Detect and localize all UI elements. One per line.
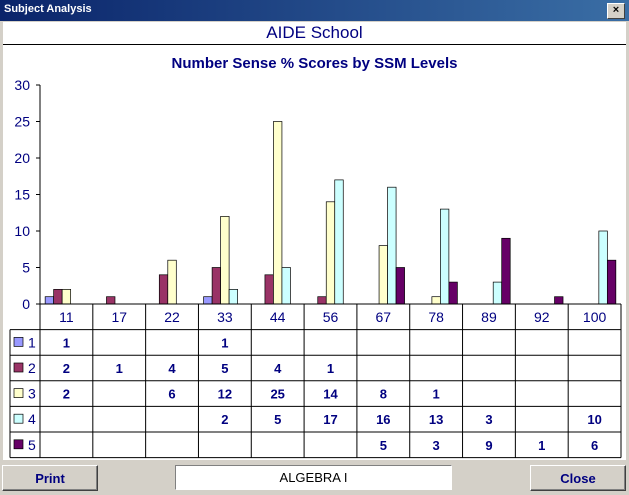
data-label-3-11: 2 — [63, 387, 70, 402]
category-label: 78 — [428, 309, 444, 325]
bar-5-78 — [448, 281, 458, 305]
data-label-5-78: 3 — [433, 438, 440, 453]
bar-4-33 — [228, 289, 238, 305]
chart-title: Number Sense % Scores by SSM Levels — [171, 55, 458, 72]
legend-swatch-4 — [13, 413, 24, 424]
bar-5-92 — [554, 296, 564, 305]
data-label-4-33: 2 — [221, 412, 228, 427]
y-tick-label: 25 — [14, 114, 30, 130]
category-label: 33 — [217, 309, 233, 325]
chart-panel: AIDE School Number Sense % Scores by SSM… — [3, 22, 626, 460]
y-tick-label: 5 — [22, 260, 30, 276]
data-label-2-11: 2 — [63, 361, 70, 376]
category-label: 89 — [481, 309, 497, 325]
legend-label-2: 2 — [28, 360, 36, 376]
bar-4-67 — [387, 186, 397, 305]
data-label-4-67: 16 — [376, 412, 390, 427]
data-label-5-92: 1 — [538, 438, 545, 453]
course-field: ALGEBRA I — [175, 465, 452, 490]
bar-3-67 — [378, 245, 388, 305]
data-label-1-33: 1 — [221, 335, 228, 350]
y-tick-label: 10 — [14, 223, 30, 239]
category-label: 56 — [323, 309, 339, 325]
window-close-button[interactable]: × — [607, 3, 625, 19]
legend-label-3: 3 — [28, 386, 36, 402]
bar-1-33 — [203, 296, 213, 305]
y-tick-label: 0 — [22, 296, 30, 312]
data-label-3-56: 14 — [323, 387, 338, 402]
data-label-3-67: 8 — [380, 387, 387, 402]
legend-swatch-3 — [13, 388, 24, 398]
bar-2-17 — [106, 296, 116, 305]
bar-3-22 — [167, 259, 177, 305]
data-label-3-78: 1 — [433, 387, 440, 402]
data-label-3-44: 25 — [270, 387, 284, 402]
category-label: 100 — [583, 309, 607, 325]
category-label: 67 — [376, 309, 392, 325]
data-label-3-22: 6 — [168, 387, 175, 402]
legend-label-5: 5 — [28, 437, 36, 453]
y-tick-label: 15 — [14, 187, 30, 203]
category-label: 22 — [164, 309, 180, 325]
data-label-3-33: 12 — [218, 387, 232, 402]
data-label-5-67: 5 — [380, 438, 387, 453]
title-bar: Subject Analysis × — [0, 0, 629, 21]
bottom-toolbar: Print ALGEBRA I Close — [0, 462, 629, 495]
bar-3-11 — [61, 289, 72, 305]
data-label-2-22: 4 — [168, 361, 176, 376]
bar-3-56 — [325, 201, 336, 305]
bar-2-56 — [317, 296, 327, 305]
data-label-2-33: 5 — [221, 361, 228, 376]
bar-4-89 — [492, 281, 503, 305]
data-label-5-100: 6 — [591, 438, 598, 453]
data-label-4-78: 13 — [429, 412, 443, 427]
bar-3-33 — [220, 216, 230, 305]
y-tick-label: 30 — [14, 77, 30, 93]
y-tick-label: 20 — [14, 150, 30, 166]
data-label-2-44: 4 — [274, 361, 282, 376]
bar-5-67 — [395, 267, 405, 305]
data-label-4-100: 10 — [587, 412, 601, 427]
category-label: 11 — [59, 309, 74, 325]
window-title: Subject Analysis — [4, 3, 92, 15]
legend-label-1: 1 — [28, 334, 36, 350]
bar-2-33 — [211, 267, 221, 305]
print-button[interactable]: Print — [2, 465, 98, 491]
data-label-4-89: 3 — [485, 412, 492, 427]
data-label-2-17: 1 — [116, 361, 123, 376]
data-label-5-89: 9 — [485, 438, 492, 453]
bar-3-78 — [431, 296, 441, 305]
bar-1-11 — [44, 296, 55, 305]
data-label-4-44: 5 — [274, 412, 281, 427]
data-label-4-56: 17 — [323, 412, 337, 427]
bar-3-44 — [273, 121, 283, 305]
bar-5-100 — [606, 259, 617, 305]
school-name: AIDE School — [266, 23, 363, 42]
legend-label-4: 4 — [28, 411, 36, 427]
bar-2-44 — [264, 274, 274, 305]
category-label: 17 — [111, 309, 127, 325]
category-label: 92 — [534, 309, 550, 325]
legend-swatch-2 — [13, 362, 24, 373]
legend-swatch-1 — [13, 337, 24, 347]
bar-2-22 — [158, 274, 169, 305]
legend-swatch-5 — [13, 439, 24, 450]
bar-2-11 — [53, 289, 63, 305]
data-label-2-56: 1 — [327, 361, 334, 376]
data-label-1-11: 1 — [63, 335, 70, 350]
close-button[interactable]: Close — [530, 465, 626, 491]
header-divider — [3, 44, 626, 45]
bar-5-89 — [501, 237, 511, 305]
bar-4-100 — [598, 230, 608, 305]
category-label: 44 — [270, 309, 286, 325]
bar-4-44 — [281, 267, 291, 305]
bar-4-78 — [440, 208, 450, 305]
bar-4-56 — [334, 179, 344, 305]
